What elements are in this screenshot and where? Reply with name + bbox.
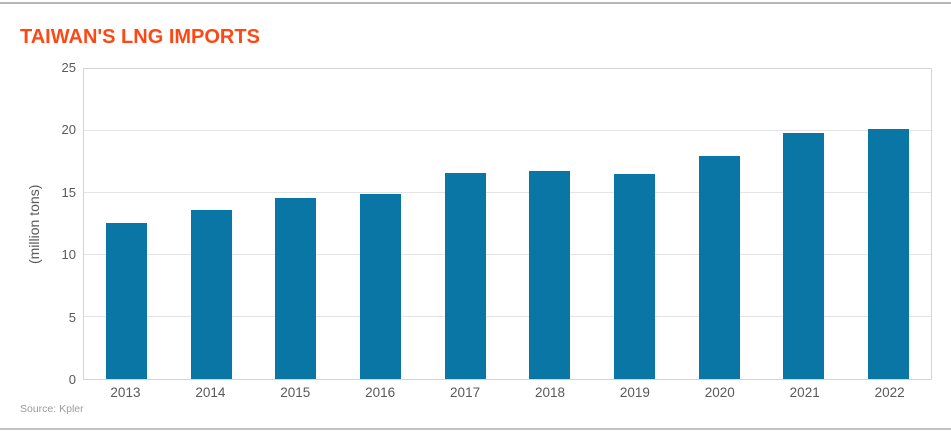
bar-slot-2015: [253, 69, 338, 379]
x-tick-label-2014: 2014: [195, 385, 226, 400]
bar-series: [84, 69, 931, 379]
bar-2013: [105, 222, 147, 379]
bar-2016: [359, 194, 401, 379]
x-axis-ticks: 2013 2014 2015 2016 2017 2018 2019 2020 2021 2022: [83, 385, 932, 400]
y-tick-label: 25: [61, 60, 76, 75]
y-tick-label: 0: [68, 372, 76, 387]
bar-2018: [529, 170, 571, 379]
x-tick-label-2020: 2020: [704, 385, 735, 400]
bar-2015: [275, 197, 317, 379]
bar-2022: [868, 128, 910, 379]
gridline-15: [84, 192, 931, 193]
source-note: Source: Kpler: [20, 403, 84, 415]
plot-area: [83, 68, 932, 380]
x-tick-label-2021: 2021: [789, 385, 820, 400]
bar-2017: [444, 173, 486, 379]
bar-2020: [698, 155, 740, 379]
x-tick-label-2016: 2016: [365, 385, 396, 400]
top-divider: [0, 2, 951, 4]
y-tick-label: 20: [61, 122, 76, 138]
y-tick-label: 5: [68, 309, 76, 325]
x-tick-label-2019: 2019: [619, 385, 650, 400]
chart-title: TAIWAN'S LNG IMPORTS: [20, 26, 260, 48]
x-tick-label-2017: 2017: [450, 385, 481, 400]
y-tick-label: 10: [61, 247, 76, 263]
gridline-5: [84, 316, 931, 317]
bar-slot-2020: [677, 69, 762, 379]
bar-slot-2017: [423, 69, 508, 379]
bar-slot-2014: [169, 69, 254, 379]
bottom-divider: [0, 428, 951, 430]
x-tick-label-2013: 2013: [110, 385, 141, 400]
x-tick-label-2018: 2018: [534, 385, 565, 400]
bar-slot-2018: [508, 69, 593, 379]
y-axis-ticks: 0 5 10 15 20 25: [0, 60, 76, 387]
bar-2014: [190, 210, 232, 379]
bar-slot-2022: [846, 69, 931, 379]
gridline-10: [84, 254, 931, 255]
bar-slot-2019: [592, 69, 677, 379]
y-tick-label: 15: [61, 184, 76, 200]
bar-slot-2021: [762, 69, 847, 379]
x-tick-label-2015: 2015: [280, 385, 311, 400]
bar-2019: [614, 174, 656, 379]
x-tick-label-2022: 2022: [874, 385, 905, 400]
bar-slot-2016: [338, 69, 423, 379]
bar-slot-2013: [84, 69, 169, 379]
bar-2021: [783, 133, 825, 379]
gridline-20: [84, 130, 931, 131]
